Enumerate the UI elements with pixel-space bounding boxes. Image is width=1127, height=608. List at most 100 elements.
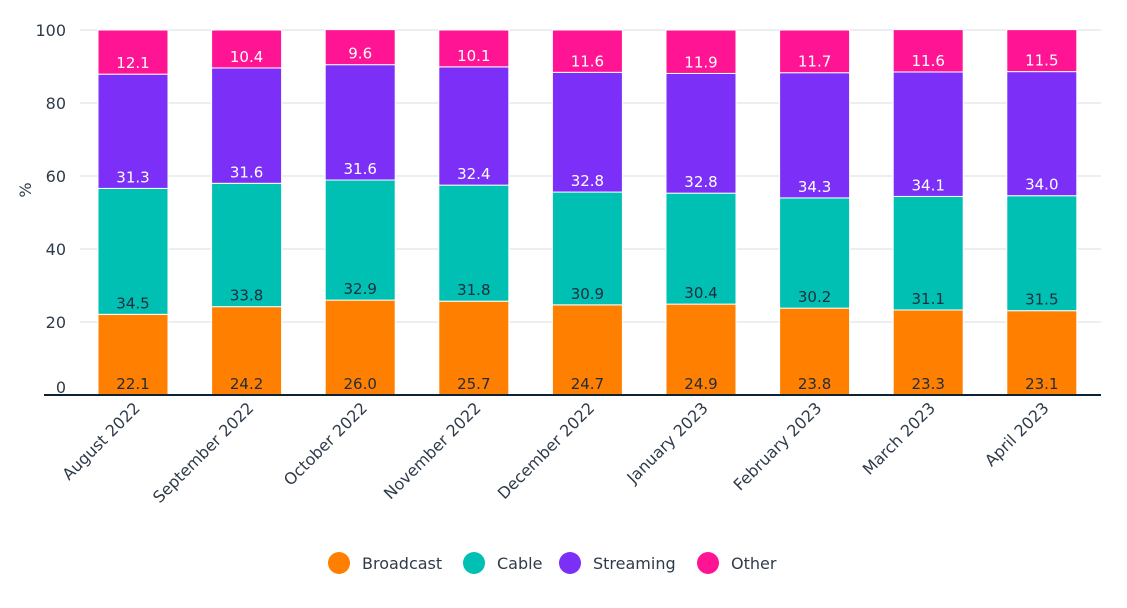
legend-item-streaming: Streaming <box>559 552 676 574</box>
bar-segment-cable <box>892 195 964 311</box>
x-tick-label: March 2023 <box>859 398 939 478</box>
bar-segment-cable <box>438 184 510 302</box>
y-tick-label: 80 <box>46 94 66 113</box>
value-label: 11.7 <box>798 53 831 71</box>
legend-label: Cable <box>497 554 542 573</box>
value-label: 31.6 <box>230 163 263 181</box>
bar-segment-cable <box>779 197 851 309</box>
y-axis: 0 20 40 60 80 100 <box>35 21 66 397</box>
bar-segment-other <box>438 29 510 68</box>
value-label: 30.2 <box>798 288 831 306</box>
y-tick-label: 60 <box>46 167 66 186</box>
bar-segment-other <box>211 29 283 69</box>
value-label: 31.5 <box>1025 291 1058 309</box>
legend-swatch <box>328 552 350 574</box>
bar-segment-other <box>665 29 737 74</box>
x-tick-label: August 2022 <box>58 398 143 483</box>
value-label: 10.4 <box>230 48 263 66</box>
x-tick-label: October 2022 <box>280 398 371 489</box>
bar-segment-other <box>551 29 623 73</box>
bar-segment-streaming <box>779 72 851 199</box>
legend-swatch <box>697 552 719 574</box>
legend-item-broadcast: Broadcast <box>328 552 442 574</box>
value-label: 32.9 <box>343 280 376 298</box>
bar-segment-streaming <box>211 67 283 184</box>
bar-segment-cable <box>551 191 623 306</box>
bar-segment-broadcast <box>97 313 169 396</box>
bar-segment-streaming <box>97 73 169 189</box>
value-label: 31.3 <box>116 168 149 186</box>
bar-segment-broadcast <box>779 307 851 396</box>
value-label: 12.1 <box>116 54 149 72</box>
bar-segment-other <box>779 29 851 74</box>
y-tick-label: 0 <box>56 378 66 397</box>
y-tick-label: 40 <box>46 240 66 259</box>
bar-segment-broadcast <box>892 309 964 396</box>
value-label: 34.0 <box>1025 176 1058 194</box>
bar-segment-cable <box>1006 195 1078 312</box>
value-label: 11.9 <box>684 53 717 71</box>
legend-item-other: Other <box>697 552 777 574</box>
x-tick-label: January 2023 <box>622 398 711 487</box>
bar-segment-broadcast <box>324 299 396 396</box>
value-label: 33.8 <box>230 287 263 305</box>
value-label: 22.1 <box>116 375 149 393</box>
bar-segment-streaming <box>438 66 510 186</box>
value-label: 10.1 <box>457 47 490 65</box>
x-tick-label: September 2022 <box>149 398 257 506</box>
value-label: 25.7 <box>457 375 490 393</box>
y-tick-label: 20 <box>46 313 66 332</box>
x-axis: August 2022 September 2022 October 2022 Nov… <box>58 398 1052 506</box>
value-label: 34.1 <box>911 176 944 194</box>
bar-segment-streaming <box>324 64 396 181</box>
value-label: 30.9 <box>571 285 604 303</box>
bar-segment-broadcast <box>665 303 737 396</box>
x-tick-label: November 2022 <box>380 398 485 503</box>
value-label: 23.8 <box>798 375 831 393</box>
value-label: 30.4 <box>684 284 717 302</box>
bar-segment-streaming <box>892 71 964 197</box>
value-label: 11.5 <box>1025 52 1058 70</box>
value-label: 9.6 <box>348 45 372 63</box>
bar-segment-cable <box>211 182 283 308</box>
value-label: 23.3 <box>911 375 944 393</box>
bar-segment-cable <box>665 192 737 305</box>
value-label: 32.8 <box>684 173 717 191</box>
bar-segment-broadcast <box>551 304 623 396</box>
bar-segment-broadcast <box>438 300 510 396</box>
value-label: 31.6 <box>343 160 376 178</box>
legend-item-cable: Cable <box>463 552 542 574</box>
bars <box>97 29 1078 396</box>
legend-swatch <box>463 552 485 574</box>
bar-segment-streaming <box>551 71 623 193</box>
x-tick-label: December 2022 <box>494 398 598 502</box>
bar-segment-cable <box>324 179 396 301</box>
bar-segment-other <box>892 29 964 73</box>
value-label: 32.4 <box>457 165 490 183</box>
value-label: 24.2 <box>230 375 263 393</box>
y-axis-label: % <box>16 182 35 197</box>
value-label: 31.1 <box>911 290 944 308</box>
bar-segment-other <box>1006 29 1078 73</box>
value-label: 34.3 <box>798 178 831 196</box>
bar-segment-other <box>97 29 169 75</box>
legend-label: Streaming <box>593 554 676 573</box>
legend-swatch <box>559 552 581 574</box>
value-label: 26.0 <box>343 375 376 393</box>
value-label: 11.6 <box>571 52 604 70</box>
x-tick-label: February 2023 <box>729 398 825 494</box>
value-labels: 22.1 34.5 31.3 12.1 24.2 33.8 31.6 10.4 26.0 32.9… <box>116 45 1058 393</box>
value-label: 11.6 <box>911 52 944 70</box>
legend: Broadcast Cable Streaming Other <box>328 552 777 574</box>
value-label: 34.5 <box>116 294 149 312</box>
x-tick-label: April 2023 <box>981 398 1053 470</box>
y-tick-label: 100 <box>35 21 66 40</box>
value-label: 32.8 <box>571 172 604 190</box>
value-label: 31.8 <box>457 281 490 299</box>
bar-segment-other <box>324 29 396 66</box>
value-label: 24.9 <box>684 375 717 393</box>
value-label: 23.1 <box>1025 375 1058 393</box>
legend-label: Broadcast <box>362 554 442 573</box>
legend-label: Other <box>731 554 777 573</box>
